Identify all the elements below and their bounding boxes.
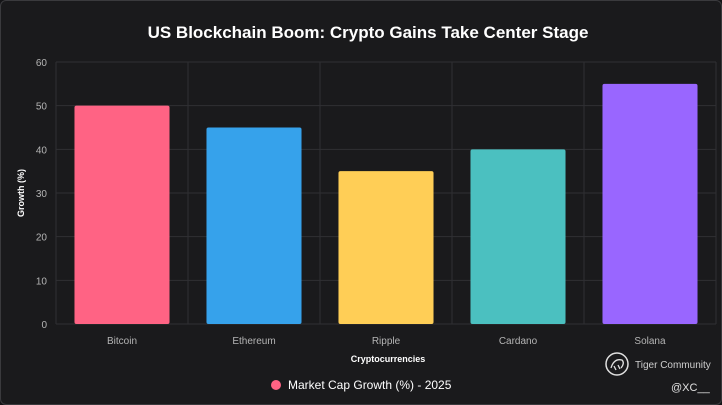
x-axis-ticks: Bitcoin Ethereum Ripple Cardano Solana <box>107 336 666 347</box>
x-tick-label: Ripple <box>372 336 401 347</box>
bar-ripple[interactable] <box>338 171 434 324</box>
bar-cardano[interactable] <box>470 149 566 324</box>
watermark-handle: @XC__ <box>671 382 711 394</box>
legend-label: Market Cap Growth (%) - 2025 <box>288 378 452 392</box>
legend[interactable]: Market Cap Growth (%) - 2025 <box>271 378 452 392</box>
x-tick-label: Ethereum <box>232 336 275 347</box>
y-tick-label: 30 <box>36 189 48 200</box>
bar-ethereum[interactable] <box>206 127 302 325</box>
y-axis-label: Growth (%) <box>16 169 26 217</box>
y-tick-label: 20 <box>36 233 48 244</box>
x-tick-label: Solana <box>634 336 666 347</box>
watermark: Tiger Community @XC__ <box>605 352 711 394</box>
x-tick-label: Bitcoin <box>107 336 137 347</box>
chart-title: US Blockchain Boom: Crypto Gains Take Ce… <box>148 23 589 42</box>
tiger-logo-icon <box>605 352 629 376</box>
bar-bitcoin[interactable] <box>74 105 170 325</box>
x-axis-label: Cryptocurrencies <box>351 354 426 364</box>
watermark-brand: Tiger Community <box>635 360 711 371</box>
y-tick-label: 40 <box>36 145 48 156</box>
y-tick-label: 50 <box>36 102 48 113</box>
x-tick-label: Cardano <box>499 336 538 347</box>
y-tick-label: 0 <box>41 320 47 331</box>
bar-solana[interactable] <box>602 83 698 324</box>
y-tick-label: 60 <box>36 58 48 69</box>
y-tick-label: 10 <box>36 276 48 287</box>
legend-swatch <box>271 380 281 390</box>
bars <box>74 83 698 325</box>
y-axis-ticks: 0 10 20 30 40 50 60 <box>36 58 48 331</box>
